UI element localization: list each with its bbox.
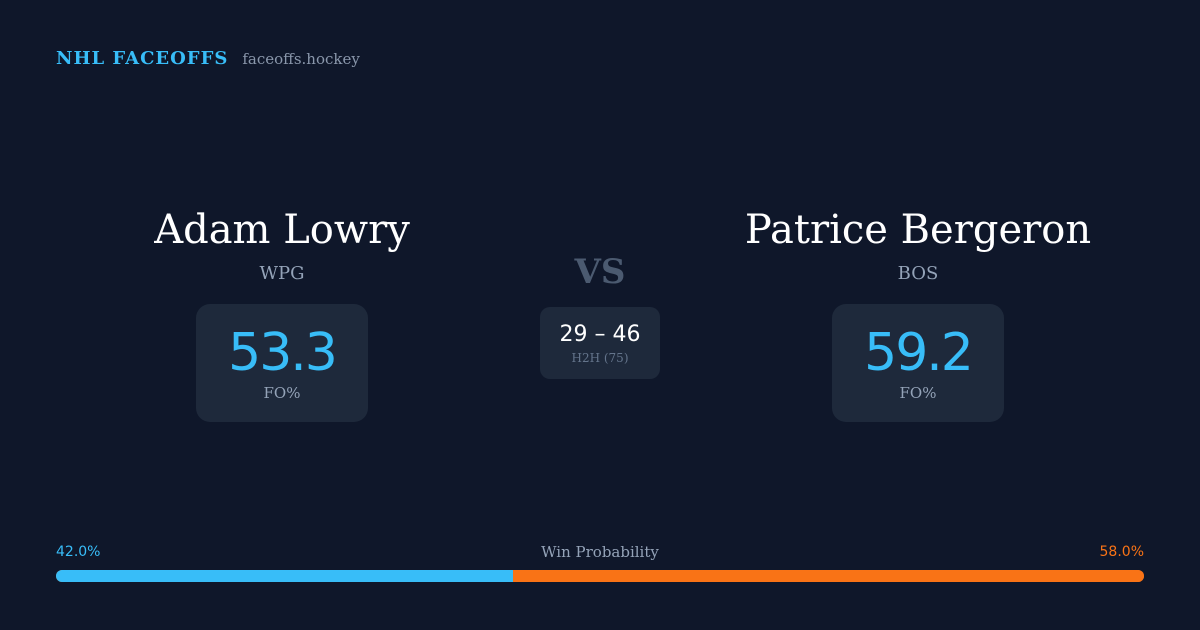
faceoff-percentage-right: 59.2 — [864, 323, 974, 383]
player-card-right: Patrice Bergeron BOS 59.2 FO% — [658, 204, 1178, 422]
brand-site: faceoffs.hockey — [242, 50, 360, 68]
player-name-left: Adam Lowry — [154, 207, 410, 253]
faceoff-stat-label-left: FO% — [263, 384, 301, 402]
player-name-right: Patrice Bergeron — [744, 207, 1092, 253]
win-probability-bar — [56, 570, 1144, 582]
head-to-head-label: H2H (75) — [571, 351, 629, 365]
win-probability-fill-left — [56, 570, 513, 582]
win-probability-title: Win Probability — [541, 543, 659, 561]
faceoff-stat-label-right: FO% — [899, 384, 937, 402]
head-to-head-score: 29 – 46 — [559, 322, 641, 347]
brand-name: NHL FACEOFFS — [56, 48, 229, 69]
faceoff-stat-box-left: 53.3 FO% — [196, 304, 368, 422]
player-card-left: Adam Lowry WPG 53.3 FO% — [22, 204, 542, 422]
win-probability-left-label: 42.0% — [56, 544, 101, 560]
win-probability-right-label: 58.0% — [1099, 544, 1144, 560]
faceoff-stat-box-right: 59.2 FO% — [832, 304, 1004, 422]
player-team-left: WPG — [259, 263, 305, 284]
player-team-right: BOS — [897, 263, 939, 284]
brand-header: NHL FACEOFFS faceoffs.hockey — [56, 48, 360, 74]
head-to-head-box: 29 – 46 H2H (75) — [540, 307, 660, 379]
versus-label: VS — [574, 252, 626, 292]
faceoff-percentage-left: 53.3 — [228, 323, 338, 383]
win-probability-fill-right — [512, 570, 1144, 582]
